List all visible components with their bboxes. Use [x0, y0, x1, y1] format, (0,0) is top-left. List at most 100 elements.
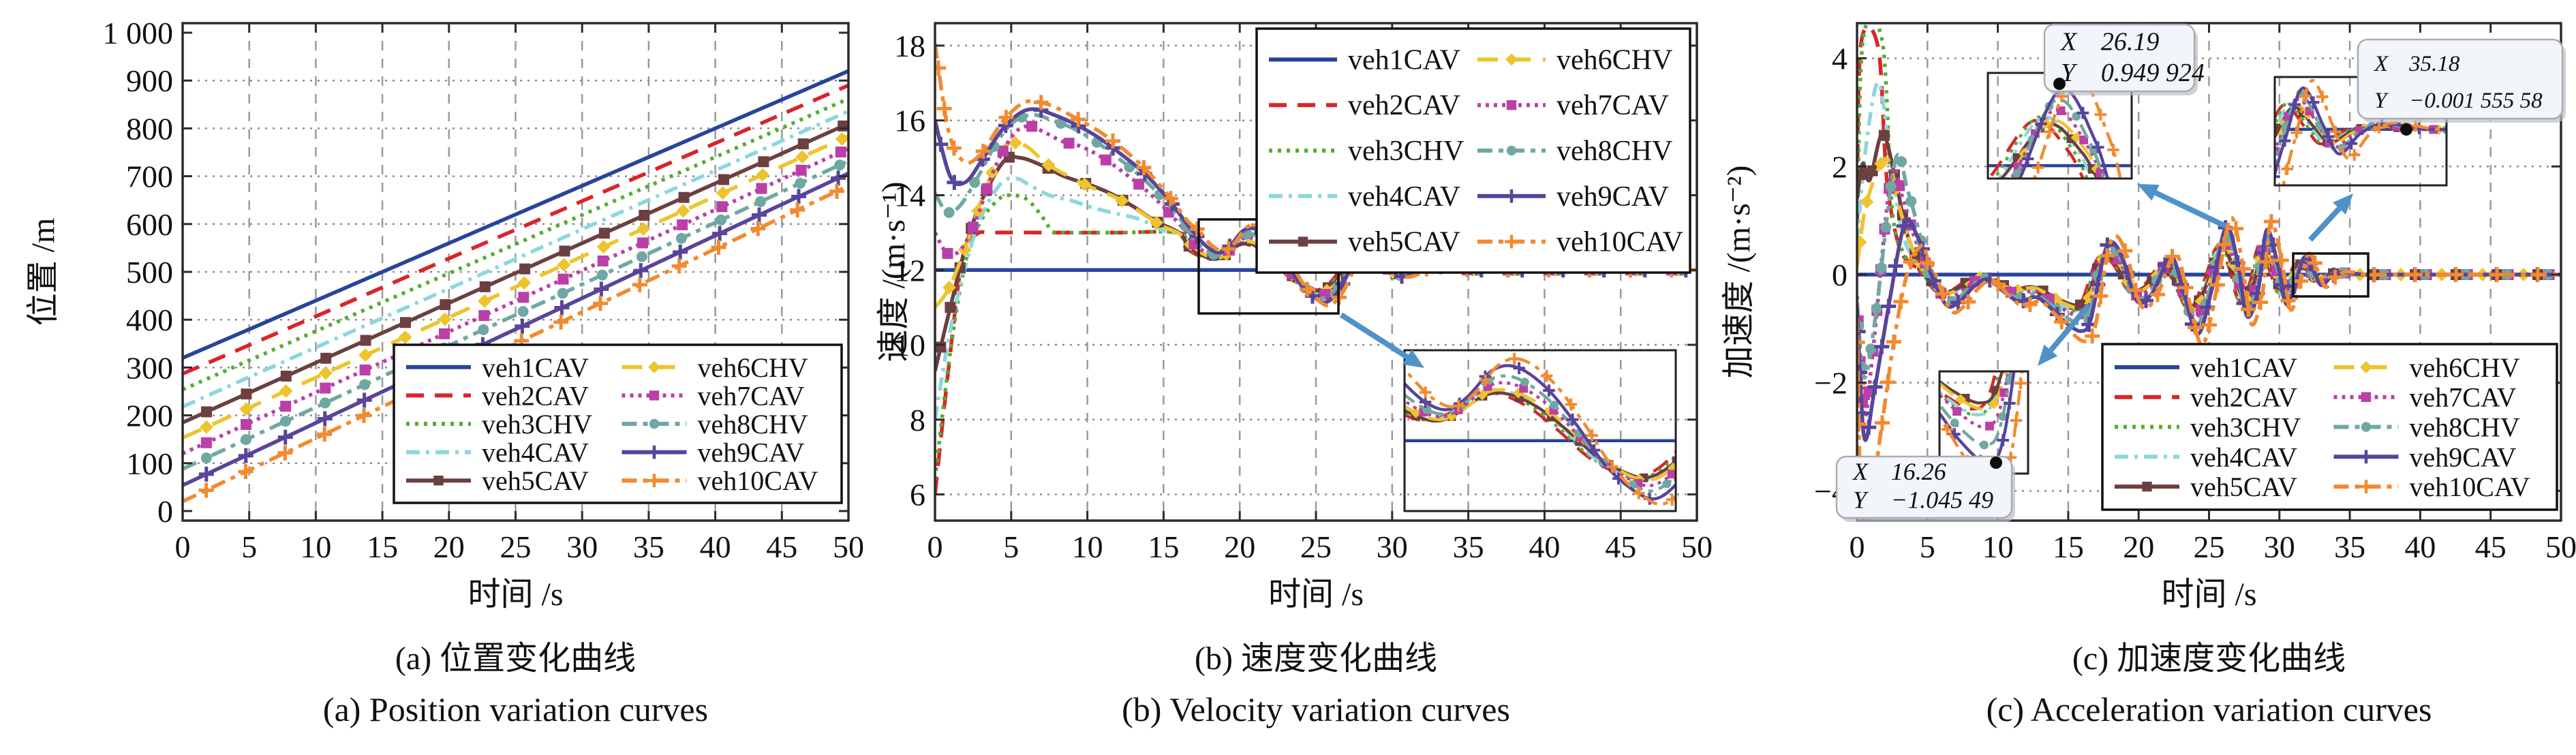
x-tick-label: 0 [927, 529, 943, 564]
series-marker [1897, 355, 1906, 364]
caption-en-velocity: (b) Velocity variation curves [1122, 690, 1510, 728]
series-marker [2087, 383, 2096, 392]
datatip-point [2400, 123, 2412, 136]
series-marker [1283, 330, 1294, 341]
series-marker [2366, 313, 2375, 322]
x-tick-label: 35 [1453, 529, 1484, 564]
series-marker [200, 437, 212, 448]
series-marker [835, 147, 846, 158]
series-marker [1216, 298, 1227, 309]
series-marker [2005, 102, 2016, 113]
series-marker [2194, 142, 2203, 151]
series-marker [2160, 168, 2168, 176]
series-marker [2378, 324, 2387, 333]
series-marker [280, 401, 292, 412]
series-marker [2361, 422, 2372, 432]
series-marker [1180, 285, 1191, 296]
series-marker [2142, 481, 2152, 492]
legend-label-veh10CAV: veh10CAV [698, 465, 818, 496]
axes: 0 5 10 15 20 25 30 35 40 45 5001002003004005006007… [103, 16, 865, 564]
series-marker [1896, 156, 1907, 168]
series-marker [519, 263, 531, 275]
legend-label-veh1CAV: veh1CAV [482, 352, 589, 383]
datatip-value: 26.19 [2101, 28, 2160, 57]
datatip-1: X 26.19Y 0.949 924 [2043, 23, 2205, 95]
series-marker [1717, 140, 1725, 149]
series-marker [2319, 157, 2328, 166]
series-marker [1924, 158, 1935, 169]
series-marker [1338, 330, 1347, 339]
series-marker [2077, 212, 2086, 221]
panel-position: 0 5 10 15 20 25 30 35 40 45 50 0 100 200 300 400 500 600 7… [0, 0, 879, 755]
series-marker [1792, 195, 1801, 204]
x-tick-label: 15 [367, 529, 398, 564]
series-marker [2148, 332, 2157, 341]
series-marker [1975, 234, 1984, 243]
series-marker [1388, 386, 1397, 395]
series-marker [1765, 363, 1774, 372]
series-marker [1008, 136, 1022, 150]
y-tick-label: 6 [910, 478, 925, 512]
series-marker [2311, 144, 2320, 153]
series-marker [1940, 217, 1949, 226]
series-marker [2115, 215, 2124, 224]
series-marker [2048, 285, 2057, 294]
y-tick-label: 100 [126, 446, 173, 481]
y-tick-label: 900 [126, 63, 173, 98]
y-tick-label: 400 [126, 303, 173, 337]
series-marker [1885, 181, 1897, 192]
series-marker [2569, 326, 2576, 337]
series-marker [1693, 435, 1704, 446]
series-marker [240, 434, 251, 446]
series-marker [2509, 124, 2519, 135]
series-marker [596, 269, 608, 281]
zoom-region-rect [2292, 252, 2370, 298]
series-marker [2355, 305, 2364, 314]
series-marker [2361, 392, 2372, 402]
x-tick-label: 15 [2053, 529, 2084, 564]
datatip-value: 0.949 924 [2101, 59, 2205, 87]
x-tick-label: 45 [766, 529, 797, 564]
series-marker [1975, 140, 1984, 149]
series-marker [1826, 202, 1835, 211]
y-axis-label-velocity: 速度 /(m·s⁻¹) [876, 181, 912, 363]
series-marker [1912, 144, 1921, 153]
callout-arrowhead [1402, 349, 1424, 368]
series-marker [1823, 181, 1832, 190]
series-marker [2196, 117, 2207, 128]
legend-label-veh7CAV: veh7CAV [2410, 382, 2517, 413]
series-marker [398, 330, 412, 344]
series-marker [557, 288, 568, 299]
series-veh1CAV [183, 69, 848, 360]
series-marker [2239, 138, 2248, 147]
x-tick-label: 0 [175, 529, 191, 564]
series-marker [1349, 365, 1360, 375]
y-tick-label: 0 [1832, 258, 1847, 292]
y-axis-label-acceleration: 加速度 /(m·s⁻²) [1721, 165, 1757, 379]
legend-label-veh3CHV: veh3CHV [1348, 136, 1464, 167]
series-marker [596, 240, 611, 254]
series-marker [997, 145, 1009, 157]
series-marker [1798, 219, 1807, 228]
y-tick-label: 800 [126, 111, 173, 146]
series-marker [2012, 169, 2022, 179]
series-marker [797, 138, 809, 150]
series-marker [1506, 100, 1517, 110]
legend: veh1CAV veh2CAV veh3CHV veh4CAV veh5CAV veh6C… [1255, 27, 1691, 274]
y-tick-label: 8 [910, 403, 925, 437]
series-marker [1913, 138, 1922, 147]
series-marker [1845, 129, 1854, 138]
series-marker [2158, 164, 2167, 172]
series-marker [2282, 327, 2293, 338]
series-marker [2257, 156, 2266, 165]
series-marker [2146, 326, 2155, 335]
y-tick-label: 16 [894, 104, 925, 138]
series-marker [1902, 101, 1911, 110]
callout-arrow [2308, 206, 2342, 242]
series-marker [2257, 174, 2266, 183]
series-marker [1315, 350, 1326, 361]
series-marker [2315, 305, 2324, 313]
series-marker [1021, 211, 1030, 220]
datatip-point [1990, 457, 2002, 469]
series-marker [2427, 322, 2436, 330]
